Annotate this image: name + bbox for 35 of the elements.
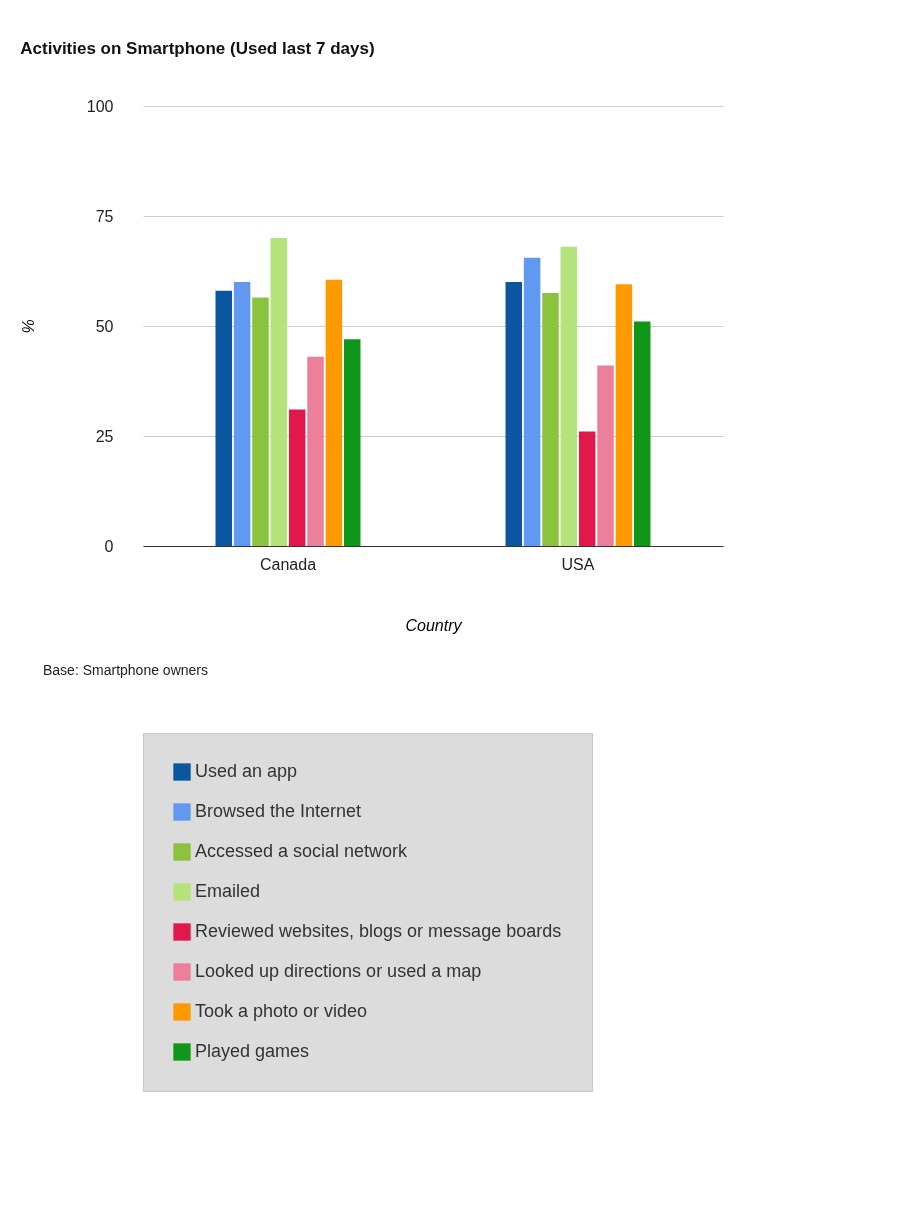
bar <box>633 321 651 546</box>
x-tick-label: Canada <box>259 555 317 573</box>
bar <box>560 246 578 546</box>
legend-label: Looked up directions or used a map <box>195 961 482 981</box>
legend-label: Used an app <box>195 761 298 781</box>
bar <box>505 282 523 546</box>
y-tick-label: 75 <box>95 207 114 225</box>
y-axis-title: % <box>19 319 37 334</box>
x-tick-label: USA <box>561 555 595 573</box>
bar <box>523 257 541 546</box>
legend-label: Emailed <box>195 881 261 901</box>
legend-label: Accessed a social network <box>195 841 409 861</box>
y-tick-label: 25 <box>95 427 114 445</box>
legend-label: Took a photo or video <box>195 1001 368 1021</box>
bar <box>252 297 269 546</box>
bar <box>542 293 559 546</box>
legend-label: Reviewed websites, blogs or message boards <box>195 921 562 941</box>
bar <box>325 279 343 546</box>
bar <box>288 409 306 546</box>
bar <box>615 284 633 546</box>
legend-label: Browsed the Internet <box>195 801 362 821</box>
y-tick-label: 0 <box>104 537 114 555</box>
bar <box>307 356 324 546</box>
bar <box>578 431 596 546</box>
y-tick-label: 100 <box>86 97 114 115</box>
bar <box>343 339 361 546</box>
legend-label: Played games <box>195 1041 310 1061</box>
x-axis-title: Country <box>405 616 463 634</box>
bar <box>597 365 614 546</box>
y-tick-label: 50 <box>95 317 114 335</box>
text: Base: Smartphone owners <box>43 662 208 678</box>
bar <box>270 238 288 546</box>
bar <box>233 282 251 546</box>
bar <box>215 290 233 546</box>
chart-title: Activities on Smartphone (Used last 7 days) <box>20 39 375 58</box>
